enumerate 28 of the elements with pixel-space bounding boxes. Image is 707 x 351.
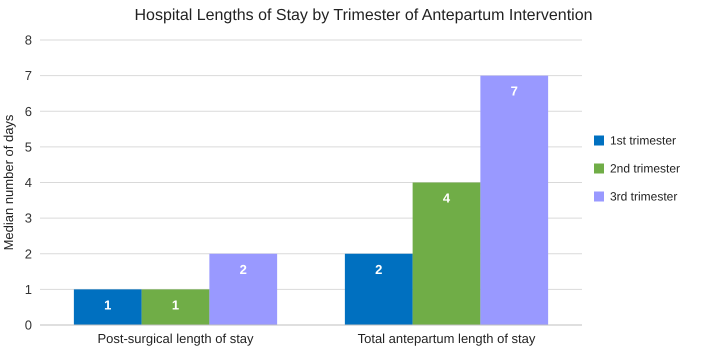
bar: [142, 289, 210, 325]
legend-label: 2nd trimester: [610, 162, 680, 176]
data-label: 4: [442, 190, 451, 206]
y-tick-label: 4: [24, 175, 32, 190]
data-label: 7: [510, 84, 518, 99]
y-tick-label: 1: [24, 282, 32, 297]
bar: [209, 254, 278, 325]
y-tick-label: 2: [24, 246, 32, 262]
y-tick-label: 5: [24, 139, 32, 154]
data-label: 1: [104, 297, 112, 312]
legend-label: 3rd trimester: [610, 190, 678, 204]
chart-title: Hospital Lengths of Stay by Trimester of Antepartum Intervention: [134, 7, 593, 24]
bar: [480, 76, 548, 325]
y-tick-label: 7: [24, 68, 32, 84]
bar: [412, 182, 480, 325]
y-tick-label: 6: [24, 104, 32, 119]
bar: [344, 254, 413, 325]
y-tick-label: 3: [24, 210, 32, 226]
y-axis-title: Median number of days: [1, 114, 16, 250]
y-tick-label: 0: [24, 318, 32, 333]
bar: [74, 289, 142, 325]
data-label: 1: [172, 297, 180, 312]
y-tick-label: 8: [24, 32, 32, 48]
legend-label: 1st trimester: [610, 134, 676, 148]
data-label: 2: [375, 262, 382, 277]
data-label: 2: [240, 262, 247, 277]
x-tick-label: Post-surgical length of stay: [97, 331, 254, 346]
x-tick-label: Total antepartum length of stay: [358, 331, 536, 346]
